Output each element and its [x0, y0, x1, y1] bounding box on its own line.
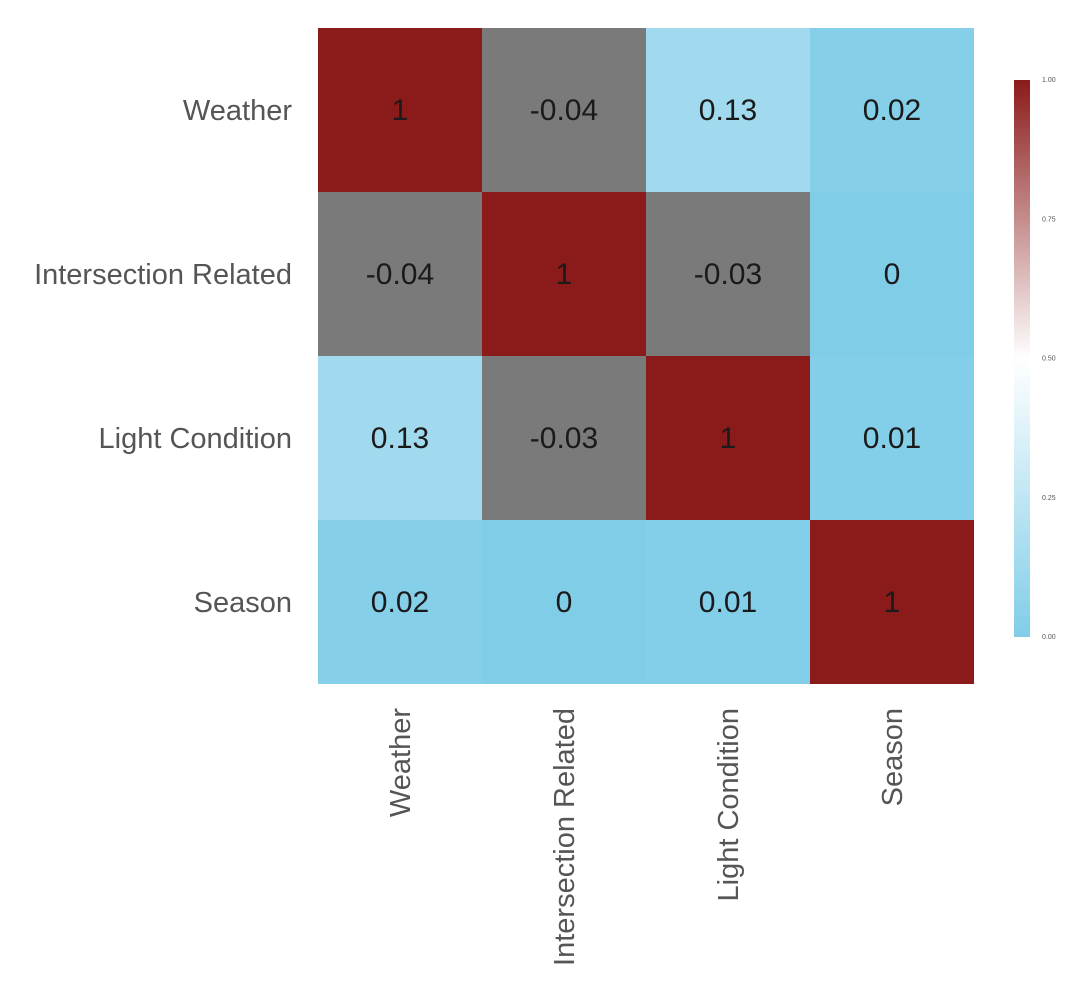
- heatmap-cell-1-3: [810, 192, 974, 356]
- cell-value-label-2-1: -0.03: [530, 422, 598, 455]
- colorbar-tick-label: 0.75: [1042, 216, 1056, 223]
- colorbar-ticks: 1.00 0.75 0.50 0.25 0.00: [1042, 77, 1056, 641]
- heatmap-cell-3-2: [646, 520, 810, 684]
- cell-value-label-3-1: 0: [556, 586, 573, 619]
- cell-value-label-1-0: -0.04: [366, 258, 434, 291]
- column-label-intersection-related: Intersection Related: [549, 708, 581, 966]
- cell-value-label-1-3: 0: [884, 258, 901, 291]
- heatmap-cell-1-0: [318, 192, 482, 356]
- heatmap-cell-2-1: [482, 356, 646, 520]
- cell-value-label-0-2: 0.13: [699, 94, 757, 127]
- heatmap-cell-0-0: [318, 28, 482, 192]
- column-label-light-condition: Light Condition: [713, 708, 745, 901]
- row-label-intersection-related: Intersection Related: [34, 259, 292, 291]
- row-label-season: Season: [194, 587, 292, 619]
- colorbar-tick-label: 0.00: [1042, 634, 1056, 641]
- cell-value-label-1-1: 1: [556, 258, 573, 291]
- column-labels: Weather Intersection Related Light Conditi…: [385, 708, 909, 966]
- row-label-light-condition: Light Condition: [99, 423, 292, 455]
- cell-value-label-2-2: 1: [720, 422, 737, 455]
- heatmap-cell-0-3: [810, 28, 974, 192]
- column-label-season: Season: [877, 708, 909, 806]
- heatmap-cell-1-2: [646, 192, 810, 356]
- heatmap-cells: [318, 28, 974, 684]
- heatmap-cell-3-1: [482, 520, 646, 684]
- row-labels: Weather Intersection Related Light Conditi…: [34, 95, 292, 619]
- colorbar-tick-label: 1.00: [1042, 77, 1056, 84]
- cell-value-label-2-3: 0.01: [863, 422, 921, 455]
- heatmap-cell-0-1: [482, 28, 646, 192]
- cell-value-label-1-2: -0.03: [694, 258, 762, 291]
- colorbar-tick-label: 0.50: [1042, 356, 1056, 363]
- heatmap-cell-0-2: [646, 28, 810, 192]
- cell-value-label-3-3: 1: [884, 586, 901, 619]
- colorbar: [1014, 80, 1030, 637]
- cell-value-label-0-3: 0.02: [863, 94, 921, 127]
- heatmap-cell-3-0: [318, 520, 482, 684]
- cell-value-label-3-2: 0.01: [699, 586, 757, 619]
- cell-value-label-3-0: 0.02: [371, 586, 429, 619]
- heatmap-cell-2-3: [810, 356, 974, 520]
- column-label-weather: Weather: [385, 708, 417, 817]
- heatmap-cell-2-2: [646, 356, 810, 520]
- colorbar-gradient: [1014, 80, 1030, 637]
- cell-value-label-0-1: -0.04: [530, 94, 598, 127]
- heatmap-cell-3-3: [810, 520, 974, 684]
- heatmap-cell-2-0: [318, 356, 482, 520]
- heatmap-cell-1-1: [482, 192, 646, 356]
- colorbar-tick-label: 0.25: [1042, 495, 1056, 502]
- cell-value-label-0-0: 1: [392, 94, 409, 127]
- row-label-weather: Weather: [183, 95, 292, 127]
- heatmap-cell-labels: 1 -0.04 0.13 0.02 -0.04 1 -0.03 0 0.13 -0.03 1 0.01…: [366, 94, 921, 619]
- cell-value-label-2-0: 0.13: [371, 422, 429, 455]
